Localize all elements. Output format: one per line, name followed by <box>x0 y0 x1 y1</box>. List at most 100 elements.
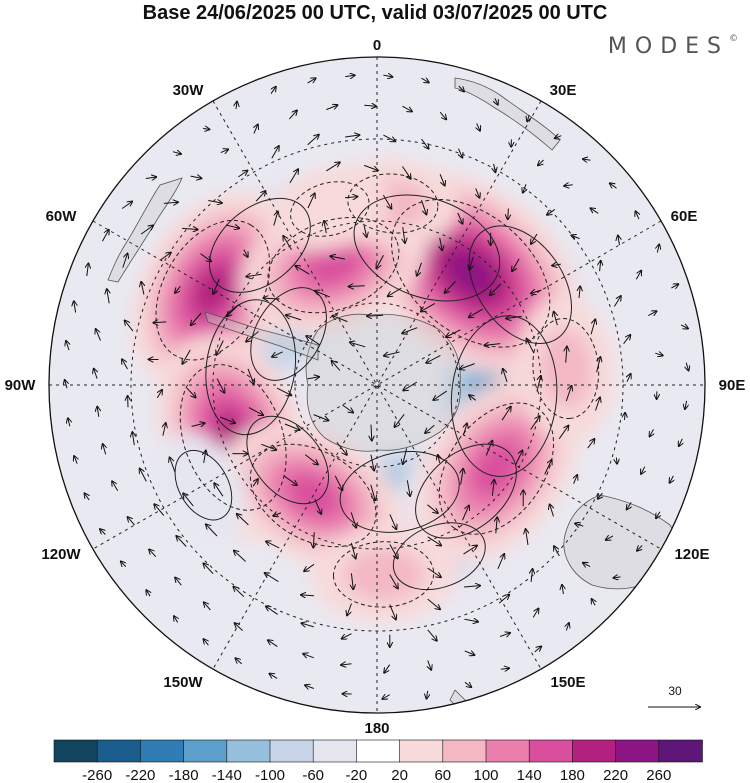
wind-arrow <box>657 245 659 253</box>
wind-arrow <box>157 390 162 399</box>
wind-arrow <box>273 513 282 516</box>
wind-arrow <box>565 386 571 402</box>
wind-arrow <box>655 353 663 355</box>
wind-arrow <box>388 287 402 296</box>
wind-arrow <box>490 283 502 295</box>
wind-arrow <box>313 532 314 547</box>
wind-arrow <box>326 162 339 172</box>
wind-arrow <box>342 404 353 413</box>
wind-arrow <box>595 398 601 411</box>
wind-arrow <box>383 134 395 141</box>
wind-arrow <box>307 135 319 146</box>
wind-arrow <box>403 227 405 243</box>
wind-arrow <box>680 325 688 329</box>
wind-arrow <box>484 344 501 346</box>
wind-arrow <box>531 569 532 582</box>
colorbar-swatch <box>53 739 99 763</box>
wind-arrow <box>304 563 315 571</box>
lon-label-0: 0 <box>373 37 381 54</box>
wind-arrow <box>121 202 132 209</box>
wind-arrow <box>254 125 258 134</box>
wind-arrow <box>614 577 621 578</box>
wind-arrow <box>149 549 157 558</box>
graticule <box>49 57 705 713</box>
wind-arrow <box>501 407 511 421</box>
wind-arrow <box>236 658 243 665</box>
wind-arrow <box>552 264 561 266</box>
wind-arrow <box>613 296 620 307</box>
wind-vectors <box>65 75 689 699</box>
colorbar-swatch <box>528 739 574 763</box>
wind-arrow <box>421 302 436 311</box>
wind-arrow <box>206 524 218 537</box>
wind-arrow <box>286 315 302 321</box>
wind-arrow <box>389 604 396 620</box>
lon-label-30w: 30W <box>173 82 205 99</box>
wind-arrow <box>146 590 150 597</box>
wind-arrow <box>266 541 280 549</box>
wind-arrow <box>623 335 631 345</box>
colorbar-swatch <box>442 739 487 763</box>
wind-arrow <box>469 256 473 270</box>
wind-arrow <box>438 455 440 464</box>
wind-arrow <box>402 327 418 334</box>
meridian-30e-150w <box>212 100 542 670</box>
anomaly-contour <box>415 443 517 539</box>
colorbar-swatch <box>485 739 531 763</box>
lon-label-60e: 60E <box>671 208 698 225</box>
wind-arrow <box>302 623 314 627</box>
wind-arrow <box>464 651 475 655</box>
wind-arrow <box>175 285 181 293</box>
wind-arrow <box>140 226 153 235</box>
wind-arrow <box>326 105 337 111</box>
colorbar-swatch <box>312 739 358 763</box>
wind-arrow <box>538 159 544 165</box>
wind-arrow <box>427 598 440 609</box>
wind-arrow <box>140 469 147 482</box>
wind-arrow <box>463 546 478 555</box>
wind-arrow <box>587 439 595 449</box>
wind-arrow <box>457 212 463 224</box>
anomaly-contour <box>333 541 435 608</box>
wind-arrow <box>555 136 562 139</box>
anomaly-band <box>304 243 363 287</box>
wind-arrow <box>469 308 483 317</box>
wind-arrow <box>596 357 601 373</box>
wind-arrow <box>636 211 639 220</box>
wind-arrow <box>336 441 347 455</box>
wind-arrow <box>204 602 211 611</box>
wind-arrow <box>235 623 243 631</box>
wind-arrow <box>132 432 134 446</box>
wind-arrow <box>512 258 520 271</box>
wind-arrow <box>439 174 445 185</box>
wind-arrow <box>307 78 316 83</box>
wind-arrow <box>625 413 626 421</box>
wind-arrow <box>421 200 427 214</box>
lon-label-150w: 150W <box>163 674 203 691</box>
wind-arrow <box>564 185 573 186</box>
wind-arrow <box>176 536 187 547</box>
lon-label-120w: 120W <box>41 546 81 563</box>
wind-arrow <box>68 418 70 427</box>
wind-arrow <box>342 633 352 639</box>
colorbar-tick-label: 220 <box>603 767 628 783</box>
wind-arrow <box>96 329 101 341</box>
wind-arrow <box>347 603 352 616</box>
wind-arrow <box>635 271 641 280</box>
wind-arrow <box>496 517 497 534</box>
lon-label-120e: 120E <box>674 546 709 563</box>
wind-arrow <box>271 146 279 159</box>
anomaly-contour <box>246 415 329 505</box>
colorbar-tick-label: -140 <box>212 767 242 783</box>
lon-label-90w: 90W <box>5 377 37 394</box>
wind-arrow <box>459 85 464 92</box>
wind-arrow <box>485 441 492 456</box>
wind-arrow <box>191 423 205 426</box>
anomaly-band <box>538 327 593 410</box>
wind-arrow <box>163 202 178 203</box>
wind-arrow <box>531 290 542 293</box>
wind-arrow <box>554 312 558 326</box>
wind-arrow <box>402 105 412 111</box>
colorbar-tick-label: -20 <box>346 767 368 783</box>
wind-arrow <box>439 111 446 119</box>
